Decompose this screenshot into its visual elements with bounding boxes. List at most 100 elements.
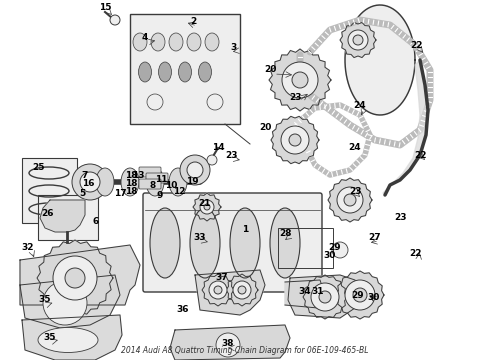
Circle shape: [289, 134, 301, 146]
Circle shape: [332, 242, 348, 258]
Circle shape: [311, 283, 339, 311]
Polygon shape: [383, 60, 428, 195]
Text: 9: 9: [157, 192, 163, 201]
Circle shape: [292, 72, 308, 88]
FancyBboxPatch shape: [139, 179, 161, 189]
Circle shape: [187, 162, 203, 178]
Circle shape: [348, 30, 368, 50]
Text: 35: 35: [44, 333, 56, 342]
Bar: [130, 14, 240, 124]
Polygon shape: [22, 315, 122, 360]
Circle shape: [110, 15, 120, 25]
Circle shape: [65, 268, 85, 288]
Ellipse shape: [169, 168, 187, 196]
Polygon shape: [202, 274, 234, 306]
Text: 22: 22: [410, 40, 422, 49]
Text: 14: 14: [212, 144, 224, 153]
Polygon shape: [193, 193, 221, 221]
Text: 4: 4: [142, 33, 148, 42]
Polygon shape: [285, 280, 325, 308]
Text: 23: 23: [349, 188, 361, 197]
Text: 10: 10: [165, 180, 177, 189]
Circle shape: [353, 35, 363, 45]
Text: 20: 20: [264, 66, 276, 75]
Text: 18: 18: [125, 179, 137, 188]
Text: 30: 30: [368, 292, 380, 302]
Ellipse shape: [133, 33, 147, 51]
Circle shape: [233, 281, 251, 299]
Polygon shape: [288, 275, 360, 318]
Circle shape: [238, 286, 246, 294]
Text: 22: 22: [409, 248, 421, 257]
Text: 2: 2: [190, 18, 196, 27]
Circle shape: [337, 187, 363, 213]
Polygon shape: [40, 200, 85, 232]
Text: 22: 22: [414, 150, 426, 159]
Text: 35: 35: [39, 296, 51, 305]
Ellipse shape: [187, 33, 201, 51]
Ellipse shape: [205, 33, 219, 51]
Ellipse shape: [158, 62, 172, 82]
Circle shape: [72, 164, 108, 200]
Text: 28: 28: [279, 229, 291, 238]
Circle shape: [180, 155, 210, 185]
Polygon shape: [226, 274, 258, 306]
Text: 5: 5: [79, 189, 85, 198]
FancyBboxPatch shape: [143, 193, 322, 292]
Circle shape: [345, 280, 375, 310]
Polygon shape: [345, 5, 415, 115]
FancyBboxPatch shape: [146, 173, 168, 183]
Text: 32: 32: [22, 243, 34, 252]
Text: 33: 33: [194, 233, 206, 242]
Ellipse shape: [146, 168, 164, 196]
Text: 29: 29: [352, 291, 364, 300]
Circle shape: [353, 288, 367, 302]
Ellipse shape: [151, 33, 165, 51]
Ellipse shape: [270, 208, 300, 278]
Ellipse shape: [198, 62, 212, 82]
Text: 29: 29: [329, 243, 342, 252]
Text: 1: 1: [242, 225, 248, 234]
Text: 30: 30: [324, 251, 336, 260]
Text: 8: 8: [150, 180, 156, 189]
Circle shape: [344, 194, 356, 206]
Polygon shape: [336, 271, 384, 319]
Text: 27: 27: [368, 233, 381, 242]
Circle shape: [281, 126, 309, 154]
Text: 23: 23: [289, 93, 301, 102]
Circle shape: [207, 94, 223, 110]
Polygon shape: [328, 178, 372, 222]
Text: 16: 16: [82, 179, 94, 188]
Polygon shape: [170, 325, 290, 360]
Ellipse shape: [169, 33, 183, 51]
Ellipse shape: [38, 328, 98, 352]
Bar: [278, 228, 333, 268]
Polygon shape: [269, 49, 331, 111]
Polygon shape: [340, 22, 376, 58]
FancyBboxPatch shape: [139, 167, 161, 177]
Ellipse shape: [150, 208, 180, 278]
Circle shape: [207, 155, 217, 165]
Text: 18: 18: [125, 186, 137, 195]
Text: 34: 34: [299, 288, 311, 297]
Text: 11: 11: [155, 175, 167, 184]
Text: 18: 18: [125, 171, 137, 180]
Circle shape: [204, 204, 210, 210]
Circle shape: [319, 291, 331, 303]
Bar: [38, 195, 98, 240]
Text: 24: 24: [349, 144, 361, 153]
Polygon shape: [37, 240, 113, 316]
Text: 20: 20: [259, 123, 271, 132]
Circle shape: [53, 256, 97, 300]
Text: 6: 6: [93, 217, 99, 226]
Circle shape: [80, 172, 100, 192]
Circle shape: [214, 286, 222, 294]
Circle shape: [282, 62, 318, 98]
Ellipse shape: [190, 208, 220, 278]
Text: 31: 31: [312, 287, 324, 296]
Text: 24: 24: [354, 100, 367, 109]
Polygon shape: [20, 245, 140, 305]
Text: 25: 25: [32, 163, 44, 172]
Bar: [22, 158, 77, 223]
Text: 17: 17: [114, 189, 126, 198]
